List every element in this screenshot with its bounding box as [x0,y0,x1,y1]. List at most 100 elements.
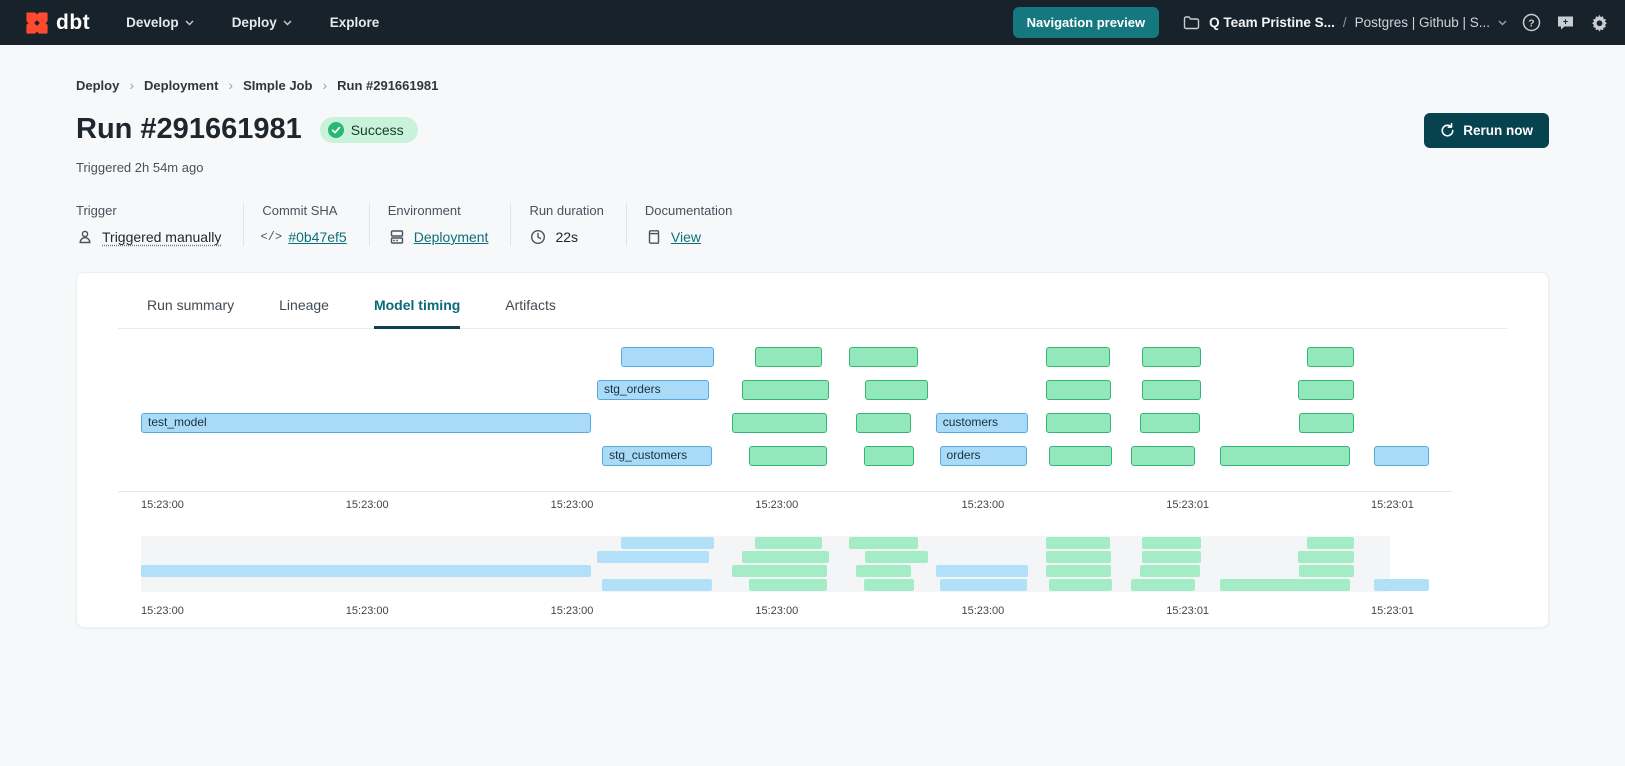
overview-bar[interactable] [748,579,828,591]
gantt-bar[interactable] [1297,380,1355,400]
axis-tick-label: 15:23:01 [1166,499,1210,511]
environment-link[interactable]: Deployment [413,229,489,245]
tab-lineage[interactable]: Lineage [279,297,329,313]
gantt-bar[interactable] [1141,347,1201,367]
overview-bar[interactable] [1131,579,1195,591]
overview-bar[interactable] [1297,551,1355,563]
gantt-bar[interactable] [742,380,829,400]
documentation-view-link[interactable]: View [670,229,701,245]
gantt-bar[interactable] [755,347,823,367]
axis-tick-label: 15:23:00 [755,499,799,511]
refresh-icon [1441,123,1454,137]
overview-bar[interactable] [863,579,914,591]
axis-tick-label: 15:23:01 [1166,605,1210,617]
overview-bar[interactable] [1046,551,1111,563]
gear-icon[interactable] [1589,13,1609,33]
gantt-bar[interactable] [1298,413,1355,433]
overview-bar[interactable] [732,565,828,577]
commit-sha-link[interactable]: #0b47ef5 [288,229,347,245]
navigation-preview-button[interactable]: Navigation preview [1012,7,1160,38]
nav-deploy[interactable]: Deploy [232,15,292,30]
tab-model-timing[interactable]: Model timing [373,297,461,329]
axis-tick-label: 15:23:00 [141,605,184,617]
overview-bar[interactable] [849,537,918,549]
overview-bars [141,536,1429,591]
gantt-bar[interactable] [1140,413,1200,433]
gantt-bar[interactable] [1220,446,1351,466]
overview-bar[interactable] [1298,565,1355,577]
gantt-bar[interactable] [1131,446,1195,466]
dbt-logo[interactable]: dbt [24,10,90,36]
axis-tick-label: 15:23:00 [755,605,799,617]
overview-bar[interactable] [1306,537,1355,549]
overview-bar[interactable] [596,551,709,563]
gantt-row: stg_customers orders [141,446,1429,466]
gantt-bar-test_model[interactable]: test_model [141,413,591,433]
svg-text:+: + [1562,17,1567,27]
gantt-bar-customers[interactable]: customers [935,413,1029,433]
gantt-bar[interactable] [621,347,715,367]
nav-develop[interactable]: Develop [126,15,194,30]
tab-artifacts[interactable]: Artifacts [505,297,556,313]
overview-bar[interactable] [1373,579,1429,591]
axis-tick-label: 15:23:00 [141,499,184,511]
breadcrumb-deployment[interactable]: Deployment [144,77,219,93]
overview-bar[interactable] [742,551,829,563]
gantt-bar[interactable] [748,446,828,466]
overview-bar[interactable] [855,565,912,577]
timing-overview-chart[interactable] [141,536,1429,592]
gantt-bar[interactable] [1373,446,1429,466]
overview-row [141,551,1429,563]
code-icon: </> [260,230,283,244]
account-switcher[interactable]: Q Team Pristine S... / Postgres | Github… [1181,13,1507,33]
gantt-bar[interactable] [863,446,914,466]
overview-bar[interactable] [864,551,928,563]
time-axis-labels: 15:23:00 15:23:00 15:23:00 15:23:00 15:23:00… [141,492,1429,514]
gantt-bar[interactable] [1046,380,1111,400]
overview-bar[interactable] [1220,579,1351,591]
overview-bar[interactable] [935,565,1029,577]
gantt-row: stg_orders [141,380,1429,400]
overview-bar[interactable] [1049,579,1113,591]
gantt-bar[interactable] [864,380,928,400]
nav-explore-label: Explore [329,15,380,30]
gantt-bar[interactable] [1049,446,1113,466]
overview-bar[interactable] [1141,551,1201,563]
gantt-bar[interactable] [732,413,828,433]
gantt-bar[interactable] [1046,347,1110,367]
nav-explore[interactable]: Explore [330,15,380,30]
overview-bar[interactable] [602,579,712,591]
breadcrumb-separator: › [129,77,135,93]
person-icon [76,228,94,246]
overview-bar[interactable] [1046,565,1111,577]
meta-label: Run duration [529,203,604,218]
gantt-bar[interactable] [1141,380,1201,400]
check-circle-icon [327,121,344,138]
breadcrumb-job[interactable]: SImple Job [243,77,313,93]
overview-bar[interactable] [1046,537,1110,549]
overview-bar[interactable] [621,537,715,549]
breadcrumb-separator: › [322,77,328,93]
gantt-bar[interactable] [1046,413,1111,433]
overview-bar[interactable] [1140,565,1200,577]
breadcrumb-deploy[interactable]: Deploy [76,77,120,93]
gantt-bar[interactable] [855,413,912,433]
gantt-bar-orders[interactable]: orders [939,446,1028,466]
overview-bar[interactable] [755,537,823,549]
overview-bar[interactable] [141,565,591,577]
gantt-bar-stg_orders[interactable]: stg_orders [596,380,709,400]
overview-bar[interactable] [939,579,1028,591]
database-icon [388,228,406,246]
meta-environment: Environment Deployment [368,203,511,246]
meta-commit-sha: Commit SHA </> #0b47ef5 [243,203,368,246]
rerun-now-button[interactable]: Rerun now [1424,113,1549,148]
help-icon[interactable]: ? [1521,13,1541,33]
gantt-bar-stg_customers[interactable]: stg_customers [602,446,712,466]
overview-bar[interactable] [1141,537,1201,549]
run-detail-card: Run summary Lineage Model timing Artifac… [76,272,1549,628]
axis-tick-label: 15:23:00 [345,499,389,511]
gantt-bar[interactable] [849,347,918,367]
feedback-icon[interactable]: + [1555,13,1575,33]
gantt-bar[interactable] [1306,347,1355,367]
tab-run-summary[interactable]: Run summary [147,297,235,313]
